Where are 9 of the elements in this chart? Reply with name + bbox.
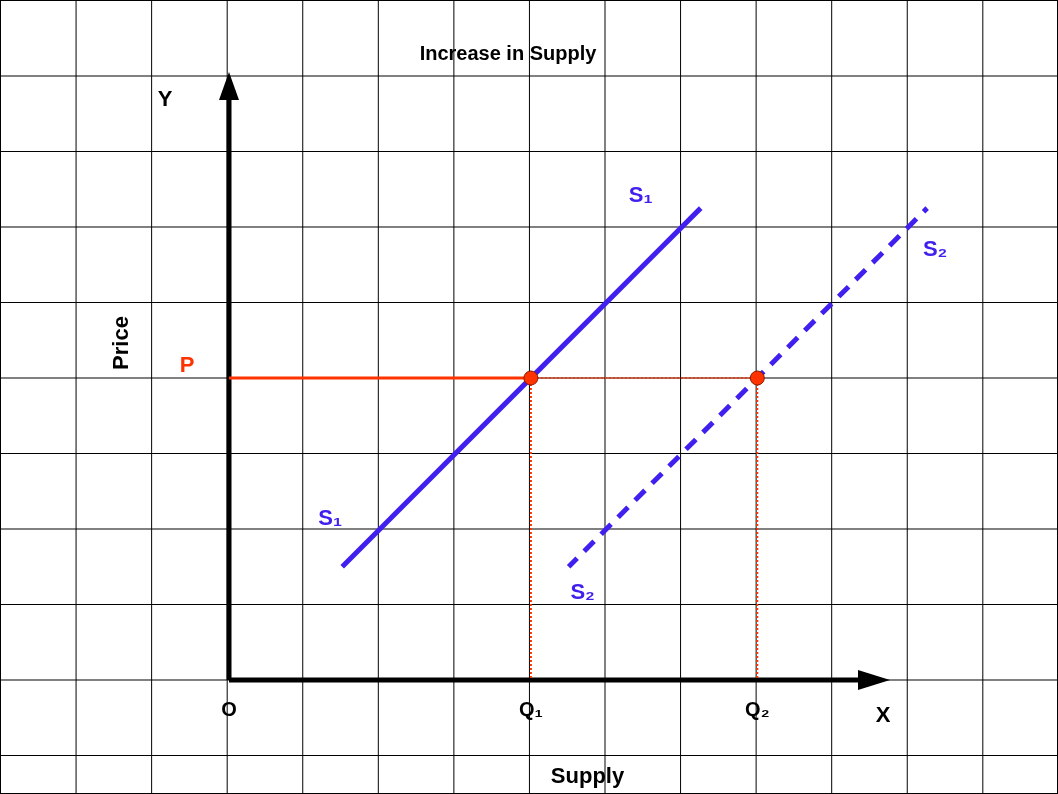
y-axis-title: Price — [108, 316, 134, 370]
x-axis-title: Supply — [550, 762, 625, 788]
text: Y — [157, 86, 173, 112]
series-label: S₁ — [318, 504, 343, 530]
text: X — [875, 702, 891, 728]
text: S₂ — [922, 236, 948, 262]
text: S₁ — [628, 182, 653, 208]
series-label: S₂ — [570, 578, 595, 604]
series-label: P — [179, 352, 195, 378]
